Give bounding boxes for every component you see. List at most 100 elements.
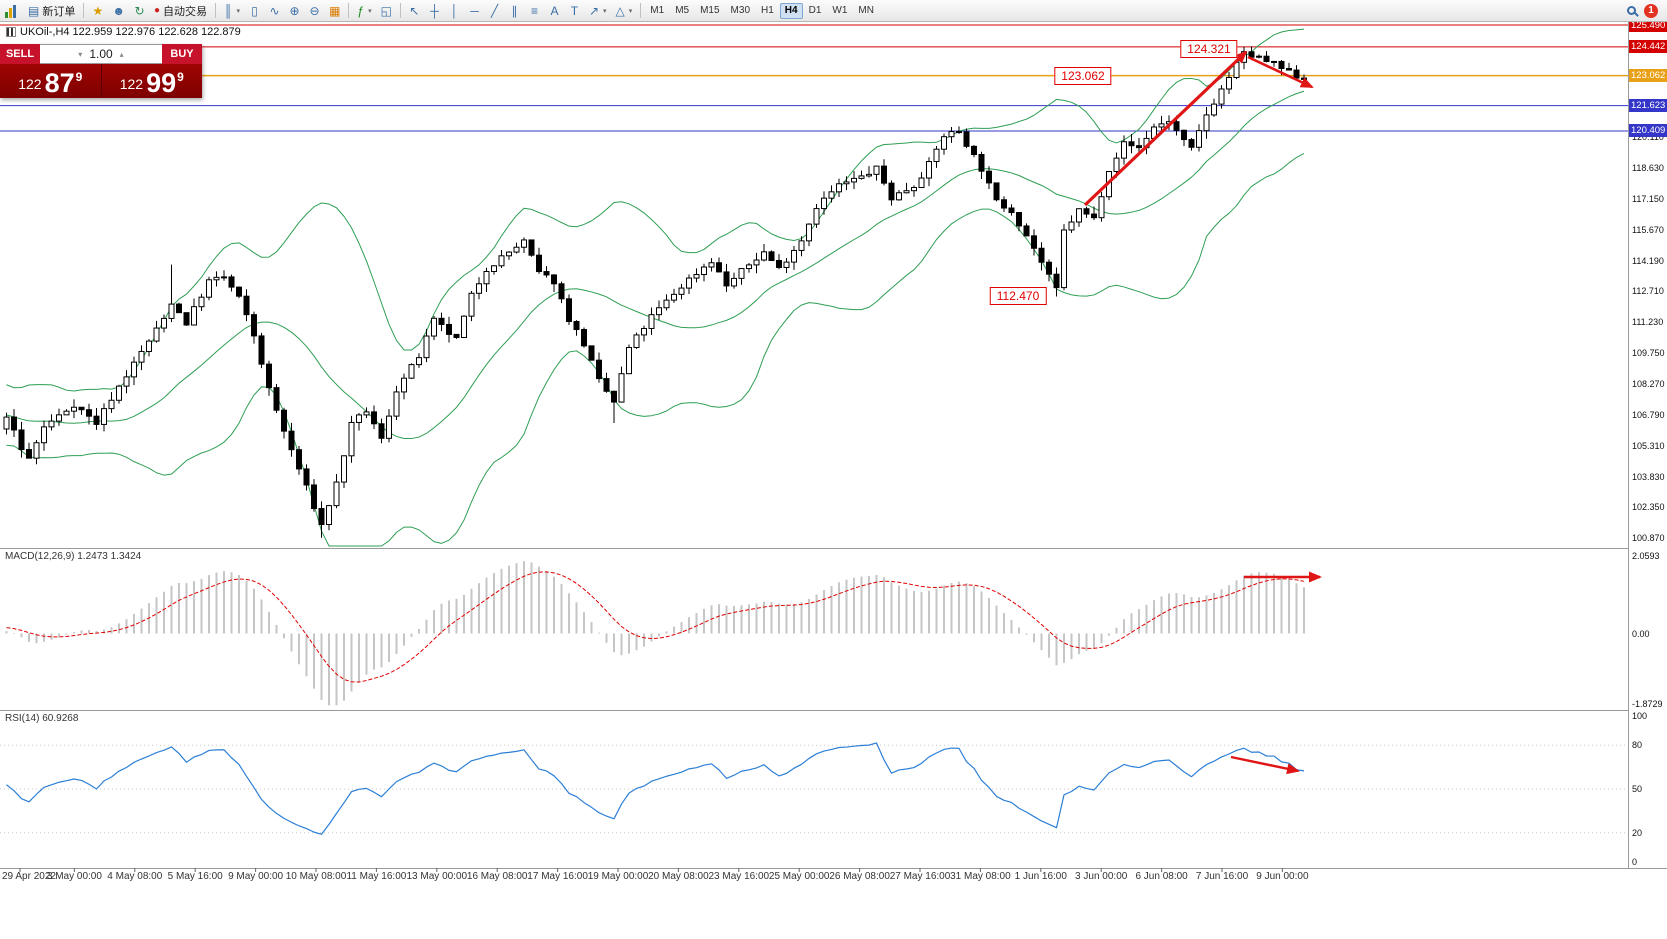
one-click-trading-panel: SELL ▾ 1.00 ▴ BUY 122 87 9 122 99 9	[0, 44, 202, 98]
volume-decrease-icon[interactable]: ▾	[78, 49, 83, 59]
rsi-scale-label: 0	[1632, 857, 1638, 867]
auto-trading-button[interactable]: ● 自动交易	[150, 2, 211, 20]
time-axis-label: 16 May 08:00	[466, 871, 528, 882]
timeframe-w1-button[interactable]: W1	[827, 3, 852, 19]
toolbar-separator	[399, 3, 401, 18]
price-axis[interactable]: 120.110118.630117.150115.670114.190112.7…	[1629, 18, 1667, 868]
zoom-out-button[interactable]: ⊖	[305, 2, 324, 20]
buy-price[interactable]: 122 99 9	[119, 68, 184, 99]
sell-price[interactable]: 122 87 9	[0, 64, 102, 98]
text-label-button[interactable]: T	[565, 2, 584, 20]
zoom-in-button[interactable]: ⊕	[285, 2, 304, 20]
timeframe-m15-button[interactable]: M15	[695, 3, 724, 19]
refresh-button[interactable]: ↻	[130, 2, 149, 20]
chart-title: UKOil-,H4 122.959 122.976 122.628 122.87…	[6, 26, 241, 38]
search-icon[interactable]	[1627, 6, 1636, 15]
equidistant-channel-button[interactable]: ∥	[505, 2, 524, 20]
vertical-line-button[interactable]: │	[445, 2, 464, 20]
fibonacci-icon: ≡	[530, 3, 538, 18]
volume-value: 1.00	[89, 47, 113, 61]
price-tag: 123.062	[1629, 69, 1667, 83]
fibonacci-button[interactable]: ≡	[525, 2, 544, 20]
cursor-button[interactable]: ↖	[405, 2, 424, 20]
price-callout[interactable]: 124.321	[1180, 40, 1238, 59]
timeframe-h1-button[interactable]: H1	[756, 3, 779, 19]
app-logo-icon	[3, 3, 21, 18]
timeframe-h4-button[interactable]: H4	[779, 2, 803, 19]
chart-symbol-icon	[6, 27, 16, 37]
crosshair-button[interactable]: ┼	[425, 2, 444, 20]
trend-arrow[interactable]	[1230, 755, 1300, 775]
toolbar-separator	[83, 3, 85, 18]
timeframe-d1-button[interactable]: D1	[804, 3, 827, 19]
buy-button[interactable]: BUY	[162, 44, 202, 64]
new-order-icon: ▤	[28, 3, 40, 18]
price-tag: 124.442	[1629, 40, 1667, 54]
trend-arrow[interactable]	[1247, 55, 1314, 89]
price-tick-label: 106.790	[1632, 409, 1665, 420]
time-axis-label: 26 May 08:00	[829, 871, 890, 882]
tile-windows-icon: ◱	[380, 3, 392, 18]
time-axis-label: 27 May 16:00	[889, 871, 951, 882]
time-axis-label: 3 May 00:00	[46, 871, 102, 882]
timeframe-mn-button[interactable]: MN	[853, 3, 879, 19]
rsi-scale-label: 100	[1632, 711, 1648, 721]
time-axis[interactable]: 29 Apr 2022 3 May 00:00 4 May 08:00 5 May 1…	[0, 869, 1628, 889]
indicators-icon: ƒ	[357, 3, 365, 18]
zoom-out-icon: ⊖	[309, 3, 320, 18]
macd-label: MACD(12,26,9) 1.2473 1.3424	[5, 551, 142, 562]
toolbar-separator	[640, 3, 642, 18]
trend-arrow[interactable]	[1083, 50, 1248, 207]
new-order-label: 新订单	[42, 5, 76, 18]
line-chart-button[interactable]: ∿	[265, 2, 284, 20]
notification-badge[interactable]: 1	[1644, 3, 1658, 18]
shapes-button[interactable]: △ ▾	[612, 2, 637, 20]
rsi-label: RSI(14) 60.9268	[5, 713, 79, 724]
time-axis-label: 20 May 08:00	[648, 871, 709, 882]
price-tick-label: 118.630	[1632, 163, 1664, 174]
text-label-icon: T	[570, 3, 579, 18]
time-axis-label: 9 May 00:00	[228, 871, 284, 882]
time-axis-label: 4 May 08:00	[107, 871, 163, 882]
price-callout[interactable]: 123.062	[1054, 66, 1112, 85]
price-tag: 120.409	[1629, 124, 1667, 138]
timeframe-m30-button[interactable]: M30	[726, 3, 755, 19]
time-axis-label: 29 Apr 2022	[2, 871, 56, 882]
time-axis-label: 19 May 00:00	[587, 871, 649, 882]
trendline-button[interactable]: ╱	[485, 2, 504, 20]
time-axis-label: 3 Jun 00:00	[1075, 871, 1128, 882]
horizontal-line-button[interactable]: ─	[465, 2, 484, 20]
rsi-scale-label: 50	[1632, 784, 1643, 794]
price-callout[interactable]: 112.470	[989, 287, 1047, 306]
grid-button[interactable]: ▦	[325, 2, 344, 20]
timeframe-m1-button[interactable]: M1	[645, 3, 669, 19]
text-button[interactable]: A	[545, 2, 564, 20]
candlestick-chart-button[interactable]: ▯	[245, 2, 264, 20]
price-tick-label: 105.310	[1632, 440, 1665, 451]
vertical-line-icon: │	[450, 3, 459, 18]
favorites-button[interactable]: ★	[88, 2, 107, 20]
price-tick-label: 109.750	[1632, 348, 1665, 359]
tile-windows-button[interactable]: ◱	[377, 2, 396, 20]
volume-increase-icon[interactable]: ▴	[119, 49, 124, 59]
chart-title-text: UKOil-,H4 122.959 122.976 122.628 122.87…	[20, 26, 241, 38]
bar-chart-button[interactable]: ║ ▾	[220, 2, 244, 20]
toolbar-separator	[215, 3, 217, 18]
new-order-button[interactable]: ▤ 新订单	[24, 2, 79, 20]
candlestick-chart-icon: ▯	[251, 3, 258, 18]
trend-arrows[interactable]	[1083, 50, 1322, 775]
rsi-scale-label: 80	[1632, 740, 1643, 751]
time-axis-label: 11 May 16:00	[346, 871, 407, 882]
arrow-symbols-button[interactable]: ↗ ▾	[585, 2, 611, 20]
horizontal-level-lines[interactable]	[0, 24, 1628, 132]
timeframe-m5-button[interactable]: M5	[670, 3, 694, 19]
indicators-button[interactable]: ƒ ▾	[353, 2, 375, 20]
profiles-button[interactable]: ☻	[108, 2, 129, 20]
shapes-icon: △	[615, 3, 625, 18]
sell-button[interactable]: SELL	[0, 44, 40, 64]
time-axis-label: 31 May 08:00	[950, 871, 1011, 882]
dropdown-caret-icon: ▾	[368, 7, 372, 15]
volume-field[interactable]: ▾ 1.00 ▴	[40, 44, 162, 64]
